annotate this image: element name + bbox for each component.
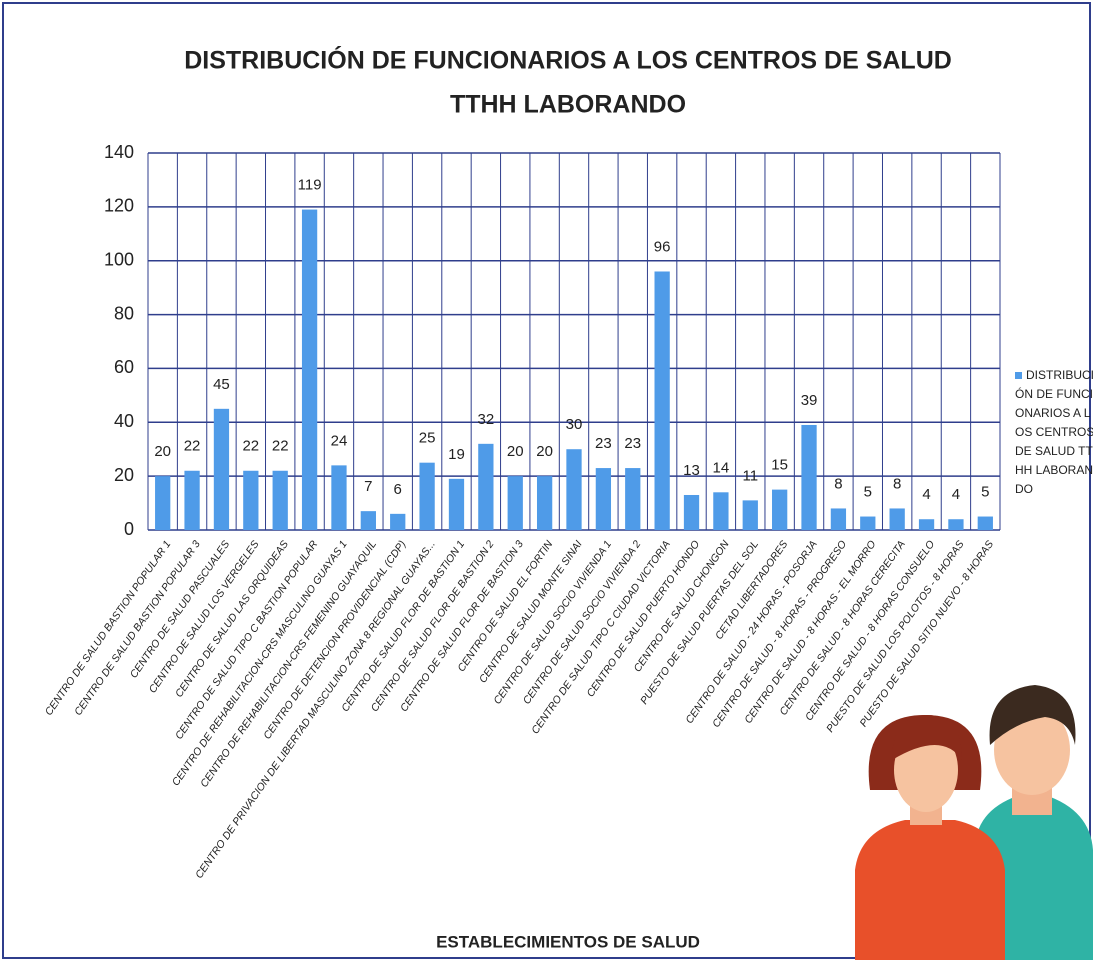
bar — [801, 425, 816, 530]
bar — [860, 517, 875, 530]
bar — [654, 271, 669, 530]
y-tick-label: 0 — [124, 519, 134, 539]
y-tick-label: 80 — [114, 303, 134, 323]
legend-swatch — [1015, 372, 1022, 379]
bar — [449, 479, 464, 530]
bar — [684, 495, 699, 530]
value-label: 4 — [952, 486, 960, 503]
bar — [537, 476, 552, 530]
x-tick-label: CENTRO DE SALUD PUERTO HONDO — [585, 538, 703, 699]
x-tick-label: PUESTO DE SALUD LOS POLOTOS - 8 HORAS — [824, 538, 966, 734]
bar — [214, 409, 229, 530]
value-label: 22 — [242, 438, 259, 455]
value-label: 6 — [394, 481, 402, 498]
bar — [361, 511, 376, 530]
y-tick-label: 100 — [104, 249, 134, 269]
page: DISTRIBUCIÓN DE FUNCIONARIOS A LOS CENTR… — [0, 0, 1093, 961]
y-tick-label: 120 — [104, 196, 134, 216]
value-label: 8 — [893, 475, 901, 492]
value-label: 15 — [771, 457, 788, 474]
value-label: 22 — [184, 438, 201, 455]
value-label: 20 — [507, 443, 524, 460]
bar — [890, 508, 905, 530]
chart: DISTRIBUCIÓN DE FUNCIONARIOS A LOS CENTR… — [0, 0, 1093, 961]
bar — [302, 210, 317, 530]
illustration — [855, 685, 1093, 960]
legend-label: DISTRIBUCIÓN DE FUNCIONARIOS A LOS CENTR… — [1015, 368, 1093, 496]
value-label: 20 — [536, 443, 553, 460]
bar — [273, 471, 288, 530]
y-tick-label: 20 — [114, 465, 134, 485]
value-label: 39 — [801, 392, 818, 409]
bar — [390, 514, 405, 530]
x-axis-title: ESTABLECIMIENTOS DE SALUD — [436, 932, 700, 951]
value-label: 14 — [713, 459, 730, 476]
value-label: 25 — [419, 430, 436, 447]
value-label: 32 — [478, 411, 495, 428]
value-label: 11 — [742, 467, 758, 484]
value-label: 4 — [922, 486, 930, 503]
bar — [478, 444, 493, 530]
bar — [243, 471, 258, 530]
bar — [713, 492, 728, 530]
value-label: 45 — [213, 376, 230, 393]
bar — [919, 519, 934, 530]
bar — [625, 468, 640, 530]
bar — [772, 490, 787, 530]
value-label: 5 — [981, 484, 989, 501]
bar — [155, 476, 170, 530]
chart-title: DISTRIBUCIÓN DE FUNCIONARIOS A LOS CENTR… — [184, 45, 952, 75]
value-label: 19 — [448, 446, 465, 463]
value-label: 96 — [654, 238, 671, 255]
y-tick-label: 40 — [114, 411, 134, 431]
bar — [831, 508, 846, 530]
bar — [184, 471, 199, 530]
value-label: 20 — [154, 443, 171, 460]
value-label: 23 — [595, 435, 612, 452]
value-label: 13 — [683, 462, 700, 479]
value-label: 23 — [624, 435, 641, 452]
value-label: 5 — [864, 484, 872, 501]
y-tick-label: 60 — [114, 357, 134, 377]
bar — [566, 449, 581, 530]
value-label: 24 — [331, 432, 348, 449]
value-label: 7 — [364, 478, 372, 495]
x-tick-label: CENTRO DE SALUD LOS VERGELES — [147, 538, 262, 695]
value-label: 119 — [298, 177, 322, 194]
bar — [743, 500, 758, 530]
bar — [596, 468, 611, 530]
legend: DISTRIBUCIÓN DE FUNCIONARIOS A LOS CENTR… — [1015, 366, 1093, 499]
chart-title: TTHH LABORANDO — [450, 91, 686, 119]
value-label: 30 — [566, 416, 583, 433]
value-label: 22 — [272, 438, 289, 455]
bar — [331, 465, 346, 530]
bar — [978, 517, 993, 530]
y-tick-label: 140 — [104, 142, 134, 162]
bar — [508, 476, 523, 530]
bar — [419, 463, 434, 530]
bar — [948, 519, 963, 530]
value-label: 8 — [834, 475, 842, 492]
